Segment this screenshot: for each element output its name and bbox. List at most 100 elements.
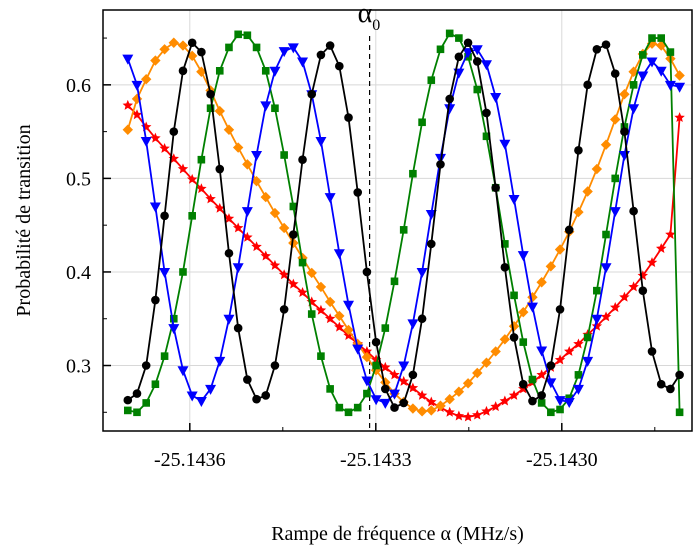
data-point — [455, 34, 463, 42]
data-point — [315, 304, 327, 315]
data-point — [444, 393, 455, 405]
data-point — [317, 352, 325, 360]
data-point — [124, 406, 132, 415]
data-point — [655, 243, 667, 254]
data-point — [186, 173, 198, 184]
data-point — [407, 382, 419, 393]
data-point — [251, 151, 263, 162]
data-point — [289, 230, 298, 239]
data-point — [610, 69, 620, 78]
data-point — [518, 379, 528, 389]
y-axis-label: Probabilité de transition — [13, 124, 35, 316]
data-point — [325, 41, 335, 50]
data-point — [306, 267, 317, 279]
data-point — [132, 389, 142, 398]
data-point — [610, 114, 621, 125]
data-point — [674, 82, 686, 93]
data-point — [334, 310, 345, 322]
data-point — [149, 202, 161, 213]
data-point — [196, 183, 207, 194]
data-point — [490, 401, 501, 412]
data-point — [556, 405, 564, 414]
data-point — [619, 291, 630, 302]
data-point — [142, 399, 150, 407]
data-point — [629, 206, 638, 216]
data-point — [289, 202, 298, 211]
data-point — [462, 411, 474, 422]
data-point — [609, 302, 621, 312]
data-point — [288, 237, 299, 249]
data-point — [620, 127, 629, 136]
data-point — [159, 142, 170, 153]
data-point — [519, 338, 528, 346]
data-point — [499, 139, 511, 150]
data-point — [482, 132, 491, 141]
data-point — [647, 347, 657, 356]
data-point — [418, 118, 426, 127]
data-point — [628, 104, 640, 115]
data-point — [528, 396, 537, 406]
data-point — [251, 176, 262, 187]
data-point — [601, 40, 611, 49]
data-point — [545, 261, 557, 272]
series-star — [122, 99, 685, 422]
data-point — [370, 395, 382, 406]
data-point — [646, 257, 658, 268]
data-point — [335, 403, 344, 412]
x-tick-label: -25.1430 — [526, 449, 598, 471]
data-point — [426, 405, 437, 416]
data-point — [343, 324, 354, 336]
data-point — [197, 155, 206, 164]
data-point — [435, 400, 446, 411]
data-point — [591, 314, 603, 325]
data-point — [453, 386, 465, 397]
data-point — [324, 296, 336, 308]
data-point — [252, 43, 261, 52]
series-triangle-down — [122, 43, 686, 409]
data-point — [646, 57, 658, 68]
data-point — [408, 370, 418, 380]
data-point — [637, 71, 649, 82]
data-point — [315, 136, 327, 147]
data-point — [491, 183, 500, 193]
data-point — [326, 385, 334, 393]
data-point — [510, 291, 518, 300]
data-point — [205, 193, 216, 204]
data-point — [232, 222, 244, 233]
data-point — [536, 346, 548, 357]
y-tick-label: 0.3 — [66, 356, 91, 378]
data-point — [398, 361, 410, 372]
data-point — [234, 30, 242, 39]
data-point — [333, 249, 345, 260]
data-point — [572, 384, 584, 395]
data-point — [666, 48, 675, 56]
data-point — [463, 38, 473, 48]
data-point — [279, 305, 289, 314]
data-point — [527, 292, 538, 303]
data-point — [123, 395, 133, 405]
data-point — [546, 361, 556, 370]
data-point — [564, 225, 574, 235]
x-tick-label: -25.1436 — [154, 449, 226, 471]
data-point — [574, 146, 583, 155]
data-point — [600, 263, 612, 274]
data-point — [473, 85, 482, 94]
data-point — [583, 80, 592, 90]
data-point — [380, 361, 391, 372]
data-point — [297, 287, 308, 297]
data-point — [215, 67, 224, 75]
data-point — [416, 267, 428, 278]
x-axis-label: Rampe de fréquence α (MHz/s) — [271, 523, 524, 545]
data-point — [454, 52, 464, 62]
data-point — [462, 378, 474, 389]
data-point — [481, 357, 492, 368]
data-point — [133, 408, 141, 417]
data-point — [407, 319, 419, 330]
alpha0-symbol: α — [358, 0, 373, 29]
data-point — [655, 66, 667, 77]
data-point — [675, 408, 684, 417]
data-point — [674, 112, 685, 123]
data-point — [278, 222, 290, 234]
data-point — [536, 277, 547, 288]
data-point — [334, 321, 345, 332]
